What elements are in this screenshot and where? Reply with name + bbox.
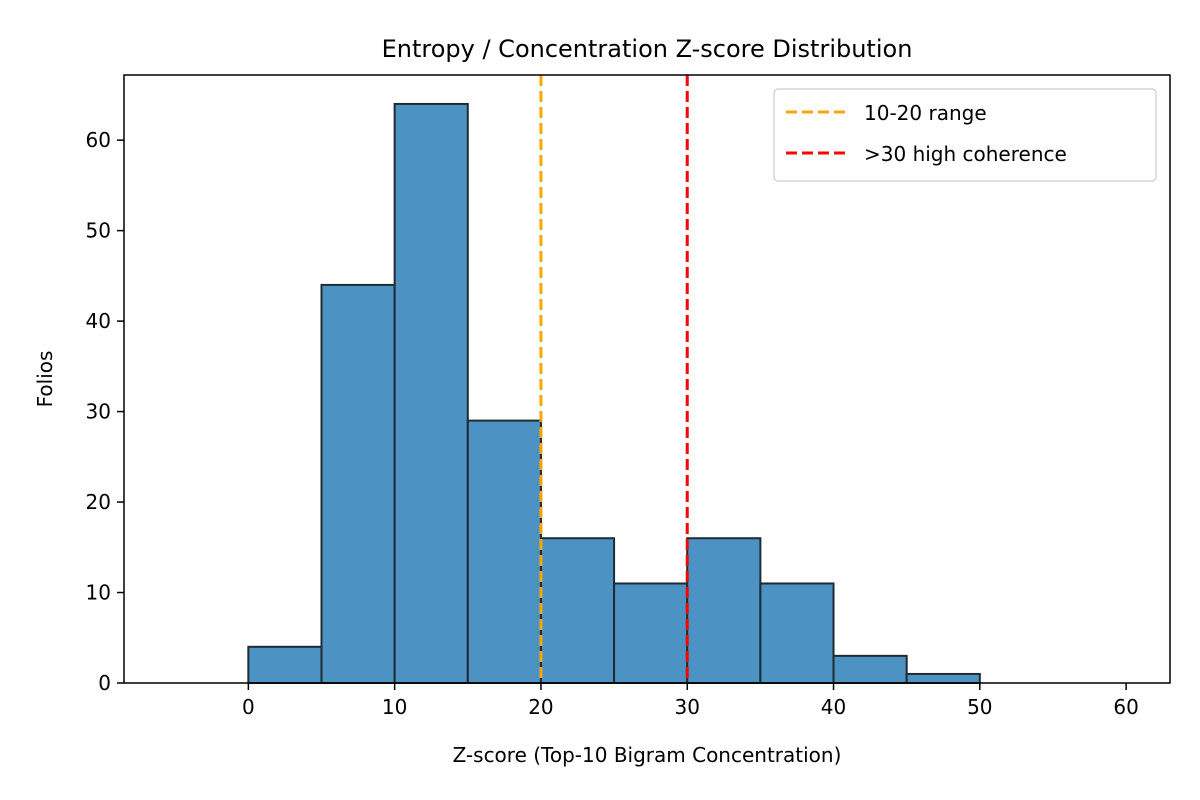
histogram-bar-5: [613, 582, 689, 685]
histogram-bar-8: [832, 654, 908, 684]
y-tick-label-5: 50: [86, 219, 111, 243]
reference-lines: [539, 75, 689, 683]
histogram-bar-6: [686, 537, 762, 684]
legend: 10-20 range >30 high coherence: [773, 88, 1157, 182]
x-tick-label-5: 50: [967, 695, 992, 719]
x-axis-label: Z-score (Top-10 Bigram Concentration): [453, 743, 842, 767]
y-tick-label-6: 60: [86, 128, 111, 152]
y-tick-label-1: 10: [86, 581, 111, 605]
chart-title: Entropy / Concentration Z-score Distribu…: [382, 35, 913, 63]
histogram-bars: [247, 102, 981, 685]
y-tick-label-4: 40: [86, 309, 111, 333]
histogram-bar-0: [247, 645, 323, 684]
histogram-bar-4: [539, 537, 616, 684]
y-axis-ticks: 0 10 20 30 40 50 60: [86, 128, 124, 695]
x-tick-label-4: 40: [821, 695, 846, 719]
legend-box: [773, 88, 1157, 182]
legend-label-red: >30 high coherence: [864, 142, 1067, 166]
x-tick-label-6: 60: [1113, 695, 1138, 719]
y-tick-label-0: 0: [98, 671, 111, 695]
x-tick-label-0: 0: [242, 695, 255, 719]
plot-frame: [123, 74, 1171, 684]
x-tick-label-3: 30: [675, 695, 700, 719]
y-tick-label-3: 30: [86, 400, 111, 424]
x-axis-ticks: 0 10 20 30 40 50 60: [242, 683, 1139, 719]
x-tick-label-1: 10: [382, 695, 407, 719]
histogram-bar-9: [905, 672, 981, 685]
y-axis-label: Folios: [33, 351, 57, 408]
histogram-bar-3: [466, 419, 542, 684]
histogram-bar-1: [320, 283, 396, 684]
legend-label-orange: 10-20 range: [864, 101, 987, 125]
x-tick-label-2: 20: [528, 695, 553, 719]
y-tick-label-2: 20: [86, 490, 111, 514]
histogram-bar-2: [393, 102, 469, 684]
histogram-bar-7: [759, 582, 835, 685]
